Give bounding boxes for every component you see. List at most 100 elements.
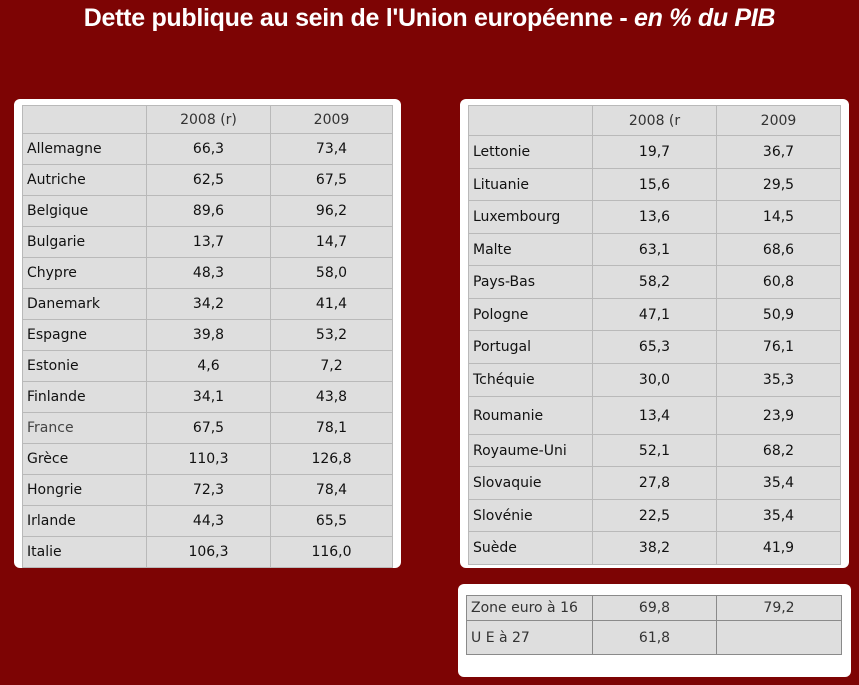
value-2008-cell: 61,8 [592,620,717,655]
header-2009: 2009 [270,105,393,134]
value-2009-cell: 73,4 [270,133,393,165]
table-row: Finlande 34,1 43,8 [22,381,393,413]
country-cell: Allemagne [22,133,147,165]
value-2009-cell: 60,8 [716,265,841,299]
header-country [22,105,147,134]
value-2008-cell: 47,1 [592,298,717,331]
country-cell: Tchéquie [468,363,593,397]
table-row: Slovaquie 27,8 35,4 [468,466,841,500]
table-row: Autriche 62,5 67,5 [22,164,393,196]
table-row: Hongrie 72,3 78,4 [22,474,393,506]
value-2008-cell: 38,2 [592,531,717,565]
value-2009-cell: 23,9 [716,396,841,435]
value-2008-cell: 67,5 [146,412,271,444]
table-row: Pays-Bas 58,2 60,8 [468,265,841,299]
value-2008-cell: 34,1 [146,381,271,413]
country-cell: Bulgarie [22,226,147,258]
country-cell: Roumanie [468,396,593,435]
value-2009-cell: 78,1 [270,412,393,444]
country-cell: Malte [468,233,593,266]
country-cell: Grèce [22,443,147,475]
value-2009-cell: 35,4 [716,499,841,532]
value-2009-cell: 96,2 [270,195,393,227]
country-cell: Slovaquie [468,466,593,500]
table-row: Malte 63,1 68,6 [468,233,841,266]
value-2008-cell: 22,5 [592,499,717,532]
value-2009-cell: 14,5 [716,200,841,234]
value-2008-cell: 13,7 [146,226,271,258]
country-cell: Autriche [22,164,147,196]
table-row: Roumanie 13,4 23,9 [468,396,841,435]
country-cell: Espagne [22,319,147,351]
country-cell: Zone euro à 16 [466,595,593,621]
value-2009-cell: 126,8 [270,443,393,475]
value-2008-cell: 106,3 [146,536,271,568]
table-row: Tchéquie 30,0 35,3 [468,363,841,397]
header-country [468,105,593,136]
table-row: Danemark 34,2 41,4 [22,288,393,320]
table-row: Espagne 39,8 53,2 [22,319,393,351]
table-row: Estonie 4,6 7,2 [22,350,393,382]
country-cell: Estonie [22,350,147,382]
value-2009-cell: 67,5 [270,164,393,196]
table-row: France 67,5 78,1 [22,412,393,444]
value-2009-cell: 78,4 [270,474,393,506]
right-table: 2008 (r 2009 Lettonie 19,7 36,7 Lituanie 15,… [468,105,841,565]
table-header-row: 2008 (r) 2009 [22,105,393,134]
table-row: Lettonie 19,7 36,7 [468,135,841,169]
table-row: Slovénie 22,5 35,4 [468,499,841,532]
table-row: U E à 27 61,8 [466,620,842,655]
country-cell: Pologne [468,298,593,331]
country-cell: Portugal [468,330,593,364]
value-2008-cell: 69,8 [592,595,717,621]
value-2008-cell: 44,3 [146,505,271,537]
value-2009-cell [716,620,842,655]
country-cell: Pays-Bas [468,265,593,299]
table-row: Bulgarie 13,7 14,7 [22,226,393,258]
value-2009-cell: 36,7 [716,135,841,169]
value-2009-cell: 14,7 [270,226,393,258]
value-2008-cell: 15,6 [592,168,717,201]
value-2009-cell: 116,0 [270,536,393,568]
table-row: Zone euro à 16 69,8 79,2 [466,595,842,621]
country-cell: Hongrie [22,474,147,506]
country-cell: France [22,412,147,444]
country-cell: Chypre [22,257,147,289]
country-cell: Suède [468,531,593,565]
euro-table: Zone euro à 16 69,8 79,2 U E à 27 61,8 [466,595,842,655]
country-cell: Finlande [22,381,147,413]
value-2009-cell: 35,3 [716,363,841,397]
table-row: Chypre 48,3 58,0 [22,257,393,289]
table-row: Pologne 47,1 50,9 [468,298,841,331]
value-2008-cell: 13,4 [592,396,717,435]
header-2009: 2009 [716,105,841,136]
value-2008-cell: 110,3 [146,443,271,475]
table-row: Grèce 110,3 126,8 [22,443,393,475]
value-2009-cell: 58,0 [270,257,393,289]
header-2008: 2008 (r) [146,105,271,134]
value-2008-cell: 27,8 [592,466,717,500]
table-row: Belgique 89,6 96,2 [22,195,393,227]
value-2009-cell: 35,4 [716,466,841,500]
value-2009-cell: 53,2 [270,319,393,351]
title-main: Dette publique au sein de l'Union europé… [83,4,635,32]
value-2009-cell: 65,5 [270,505,393,537]
value-2008-cell: 58,2 [592,265,717,299]
table-row: Italie 106,3 116,0 [22,536,393,568]
value-2009-cell: 76,1 [716,330,841,364]
value-2008-cell: 19,7 [592,135,717,169]
table-header-row: 2008 (r 2009 [468,105,841,136]
value-2008-cell: 30,0 [592,363,717,397]
value-2009-cell: 50,9 [716,298,841,331]
value-2008-cell: 72,3 [146,474,271,506]
value-2008-cell: 34,2 [146,288,271,320]
value-2008-cell: 89,6 [146,195,271,227]
value-2008-cell: 4,6 [146,350,271,382]
page-title: Dette publique au sein de l'Union europé… [0,4,859,33]
value-2009-cell: 68,2 [716,434,841,467]
table-row: Portugal 65,3 76,1 [468,330,841,364]
left-table: 2008 (r) 2009 Allemagne 66,3 73,4 Autriche 6… [22,105,393,568]
value-2008-cell: 39,8 [146,319,271,351]
table-row: Suède 38,2 41,9 [468,531,841,565]
country-cell: Luxembourg [468,200,593,234]
